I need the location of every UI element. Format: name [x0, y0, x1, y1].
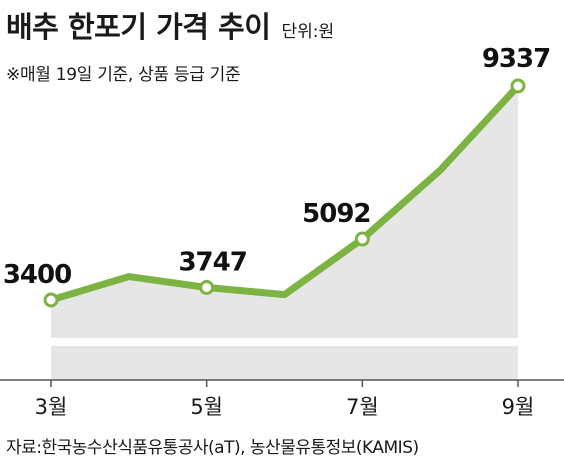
- data-label: 5092: [302, 199, 370, 229]
- data-point-marker: [43, 292, 59, 308]
- chart-subtitle: ※매월 19일 기준, 상품 등급 기준: [6, 65, 241, 85]
- chart-title: 배추 한포기 가격 추이: [6, 10, 271, 44]
- chart-title-block: 배추 한포기 가격 추이 단위:원: [6, 4, 334, 46]
- area-fill: [51, 86, 518, 380]
- unit-label: 단위:원: [281, 22, 335, 42]
- marker-layer: [43, 78, 526, 308]
- x-tick-label: 3월: [35, 395, 68, 419]
- area-layer: [51, 86, 518, 380]
- data-point-marker: [354, 231, 370, 247]
- x-tick-label: 7월: [346, 395, 379, 419]
- data-point-marker: [199, 279, 215, 295]
- axis-break: [51, 338, 518, 346]
- x-tick-label: 5월: [190, 395, 223, 419]
- source-note: 자료:한국농수산식품유통공사(aT), 농산물유통정보(KAMIS): [6, 438, 419, 458]
- data-label: 3747: [178, 247, 246, 277]
- axis-layer: 3월 5월 7월 9월: [0, 379, 564, 419]
- data-point-marker: [510, 78, 526, 94]
- data-label: 3400: [3, 260, 71, 290]
- label-layer: 3400 3747 5092 9337: [3, 44, 551, 290]
- series-line: [47, 82, 522, 304]
- data-label: 9337: [482, 44, 550, 74]
- x-tick-label: 9월: [502, 395, 535, 419]
- line-layer: [47, 82, 522, 304]
